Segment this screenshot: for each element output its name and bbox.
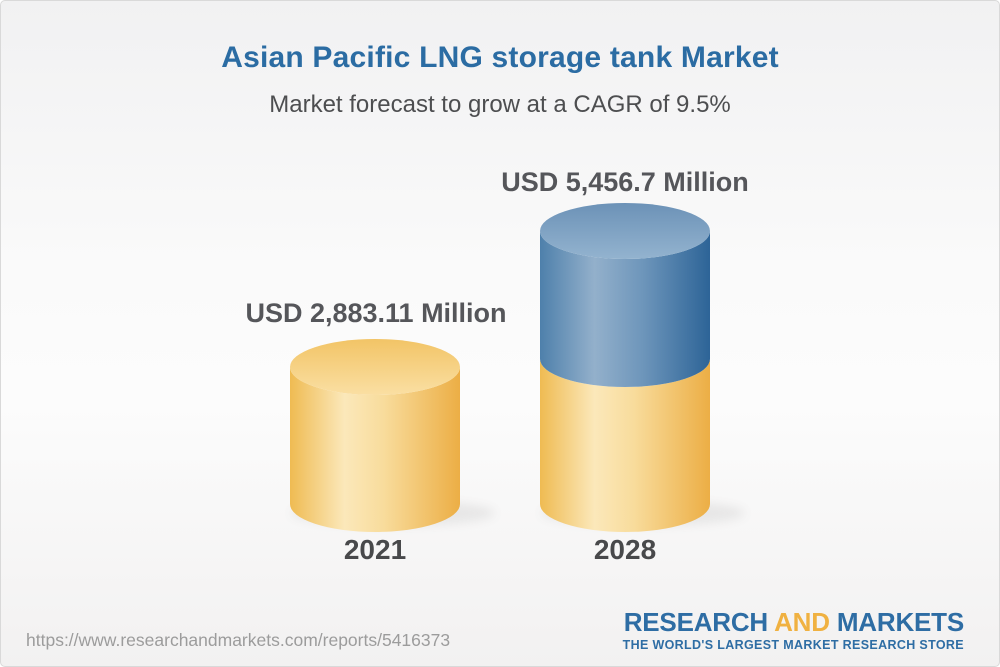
category-label-2028: 2028	[593, 534, 657, 565]
report-url: https://www.researchandmarkets.com/repor…	[26, 630, 451, 650]
bar-2021-cylinder	[290, 339, 460, 532]
bar-2028-upper-segment	[540, 231, 710, 387]
research-and-markets-logo: RESEARCH AND MARKETS THE WORLD'S LARGEST…	[622, 609, 965, 652]
bar-2028-lower-segment	[540, 359, 710, 532]
value-label-2021: USD 2,883.11 Million	[245, 298, 507, 328]
value-label-2028: USD 5,456.7 Million	[501, 167, 749, 197]
logo-word-markets: MARKETS	[836, 607, 964, 637]
logo-word-research: RESEARCH	[623, 607, 769, 637]
bar-2028-cylinder	[540, 203, 710, 532]
category-label-2021: 2021	[343, 534, 407, 565]
page-title: Asian Pacific LNG storage tank Market	[221, 41, 779, 74]
logo-wordmark: RESEARCH AND MARKETS	[623, 609, 964, 635]
logo-word-and: AND	[774, 607, 830, 637]
logo-tagline: THE WORLD'S LARGEST MARKET RESEARCH STOR…	[622, 638, 964, 652]
page-subtitle: Market forecast to grow at a CAGR of 9.5…	[269, 91, 731, 118]
